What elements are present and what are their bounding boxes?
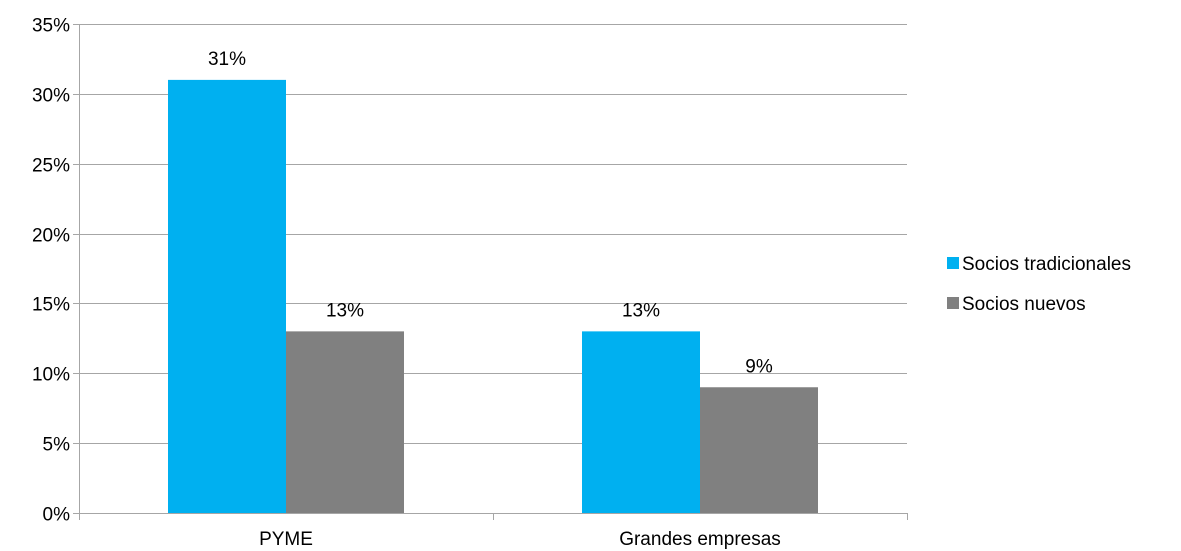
y-tick-label: 10%	[32, 365, 70, 386]
y-tick-label: 20%	[32, 226, 70, 247]
bar-socios-nuevos-grandes-empresas	[700, 387, 818, 513]
y-tick-label: 15%	[32, 295, 70, 316]
bar-socios-nuevos-pyme	[286, 331, 404, 513]
y-tick-label: 25%	[32, 156, 70, 177]
legend-swatch	[947, 297, 959, 309]
legend-label: Socios tradicionales	[962, 254, 1131, 275]
y-tick-label: 0%	[43, 505, 71, 526]
legend-label: Socios nuevos	[962, 294, 1086, 315]
data-label: 13%	[622, 300, 660, 321]
y-tick-label: 35%	[32, 16, 70, 37]
y-tick-label: 30%	[32, 86, 70, 107]
data-label: 9%	[745, 356, 773, 377]
y-tick-label: 5%	[43, 435, 71, 456]
bar-socios-tradicionales-grandes-empresas	[582, 331, 700, 513]
x-tick-label: PYME	[259, 529, 313, 550]
data-label: 13%	[326, 300, 364, 321]
data-labels: 31% 13% 13% 9%	[208, 49, 773, 377]
bars	[168, 79, 818, 513]
legend-swatch	[947, 257, 959, 269]
axes: 0% 5% 10% 15% 20% 25% 30% 35% PYME Grandes empres…	[32, 16, 908, 550]
data-label: 31%	[208, 49, 246, 70]
legend: Socios tradicionales Socios nuevos	[947, 254, 1131, 315]
x-tick-label: Grandes empresas	[619, 529, 781, 550]
bar-socios-tradicionales-pyme	[168, 79, 286, 513]
